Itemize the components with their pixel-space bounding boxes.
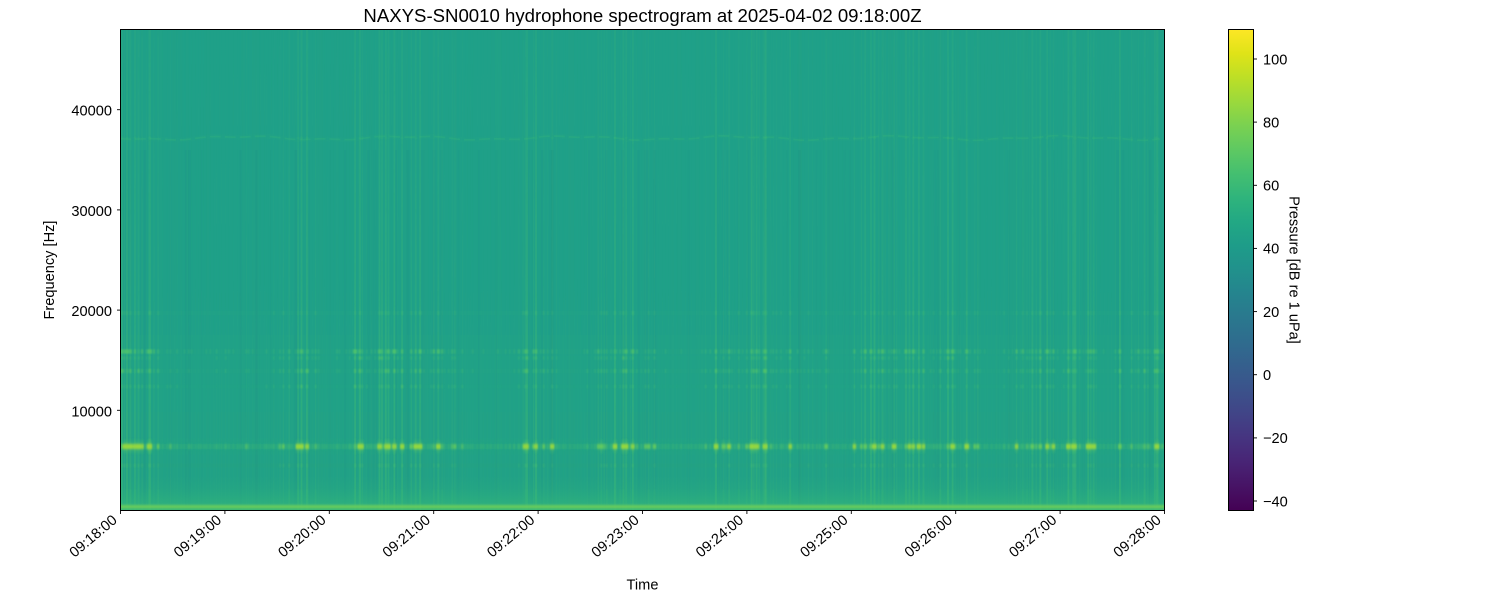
svg-text:20000: 20000: [71, 304, 112, 320]
svg-text:40000: 40000: [71, 104, 112, 120]
svg-text:NAXYS-SN0010 hydrophone spectr: NAXYS-SN0010 hydrophone spectrogram at 2…: [363, 5, 921, 26]
svg-text:40: 40: [1263, 242, 1279, 258]
svg-text:0: 0: [1263, 368, 1271, 384]
svg-text:−40: −40: [1263, 494, 1288, 510]
svg-text:Frequency [Hz]: Frequency [Hz]: [42, 221, 58, 320]
svg-text:−20: −20: [1263, 431, 1288, 447]
svg-text:100: 100: [1263, 52, 1287, 68]
svg-text:10000: 10000: [71, 404, 112, 420]
svg-text:Time: Time: [627, 578, 659, 594]
svg-text:80: 80: [1263, 115, 1279, 131]
svg-text:30000: 30000: [71, 204, 112, 220]
svg-text:60: 60: [1263, 179, 1279, 195]
svg-text:20: 20: [1263, 305, 1279, 321]
svg-text:Pressure [dB re 1 uPa]: Pressure [dB re 1 uPa]: [1286, 196, 1302, 344]
